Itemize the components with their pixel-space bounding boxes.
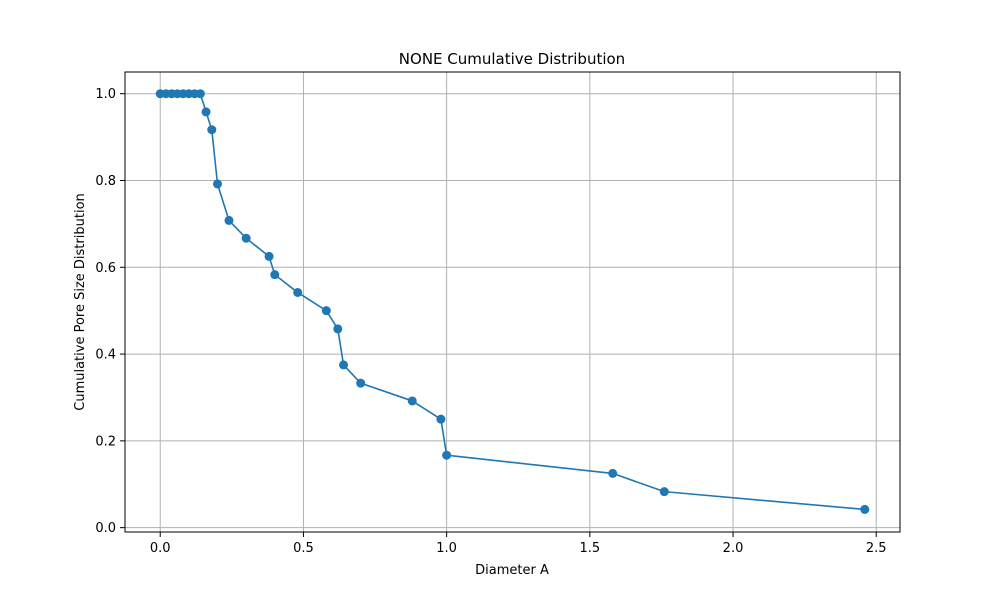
x-tick-label: 0.0	[150, 541, 171, 556]
series-layer	[155, 89, 870, 514]
x-tick-label: 2.5	[866, 541, 887, 556]
y-tick-label: 0.4	[95, 348, 116, 363]
y-axis-label: Cumulative Pore Size Distribution	[73, 193, 88, 411]
x-axis-label: Diameter A	[475, 563, 549, 578]
data-point	[195, 89, 205, 99]
data-point	[442, 450, 452, 460]
grid	[125, 72, 900, 532]
data-point	[293, 287, 303, 297]
data-point	[321, 306, 331, 316]
data-point	[207, 125, 217, 135]
data-point	[270, 270, 280, 280]
series-line	[160, 92, 865, 511]
data-point	[436, 414, 446, 424]
x-tick-label: 1.0	[436, 541, 457, 556]
data-point	[860, 504, 870, 514]
x-axis-ticks: 0.0 0.5 1.0 1.5 2.0 2.5	[150, 532, 887, 556]
data-point	[339, 360, 349, 370]
data-point	[333, 324, 343, 334]
data-point	[356, 378, 366, 388]
y-tick-label: 0.6	[95, 261, 116, 276]
data-point	[659, 487, 669, 497]
y-tick-label: 0.0	[95, 521, 116, 536]
y-tick-label: 0.2	[95, 434, 116, 449]
chart-title: NONE Cumulative Distribution	[399, 50, 625, 68]
y-axis-ticks: 0.0 0.2 0.4 0.6 0.8 1.0	[95, 87, 125, 536]
plot-frame	[124, 71, 901, 533]
y-tick-label: 0.8	[95, 174, 116, 189]
data-point	[608, 468, 618, 478]
data-point	[264, 251, 274, 261]
x-tick-label: 2.0	[723, 541, 744, 556]
data-point	[407, 396, 417, 406]
data-point	[224, 215, 234, 225]
x-tick-label: 1.5	[579, 541, 600, 556]
data-point	[201, 107, 211, 117]
data-point	[213, 179, 223, 189]
y-tick-label: 1.0	[95, 87, 116, 102]
x-tick-label: 0.5	[293, 541, 314, 556]
data-point	[241, 233, 251, 243]
